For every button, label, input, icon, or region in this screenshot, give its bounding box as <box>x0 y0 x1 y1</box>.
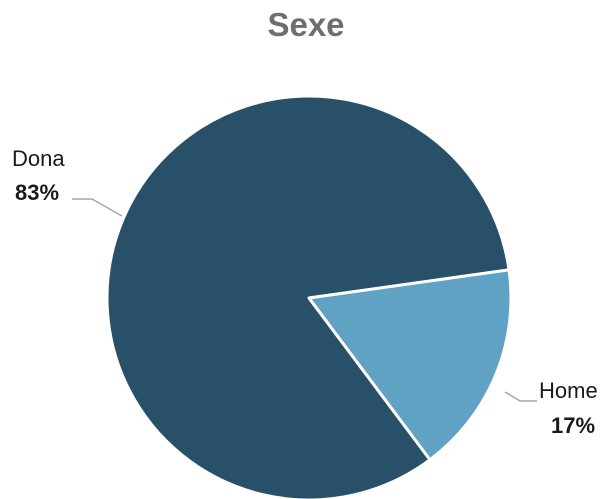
label-value-dona: 83% <box>15 180 59 205</box>
chart-title: Sexe <box>267 6 345 43</box>
leader-line-home <box>504 391 537 402</box>
label-name-home: Home <box>539 378 598 403</box>
leader-lines <box>72 198 537 402</box>
pie-slices <box>105 94 513 499</box>
label-name-dona: Dona <box>12 146 65 171</box>
label-value-home: 17% <box>551 413 595 438</box>
pie-slice-home <box>307 268 513 462</box>
leader-line-dona <box>72 198 123 217</box>
